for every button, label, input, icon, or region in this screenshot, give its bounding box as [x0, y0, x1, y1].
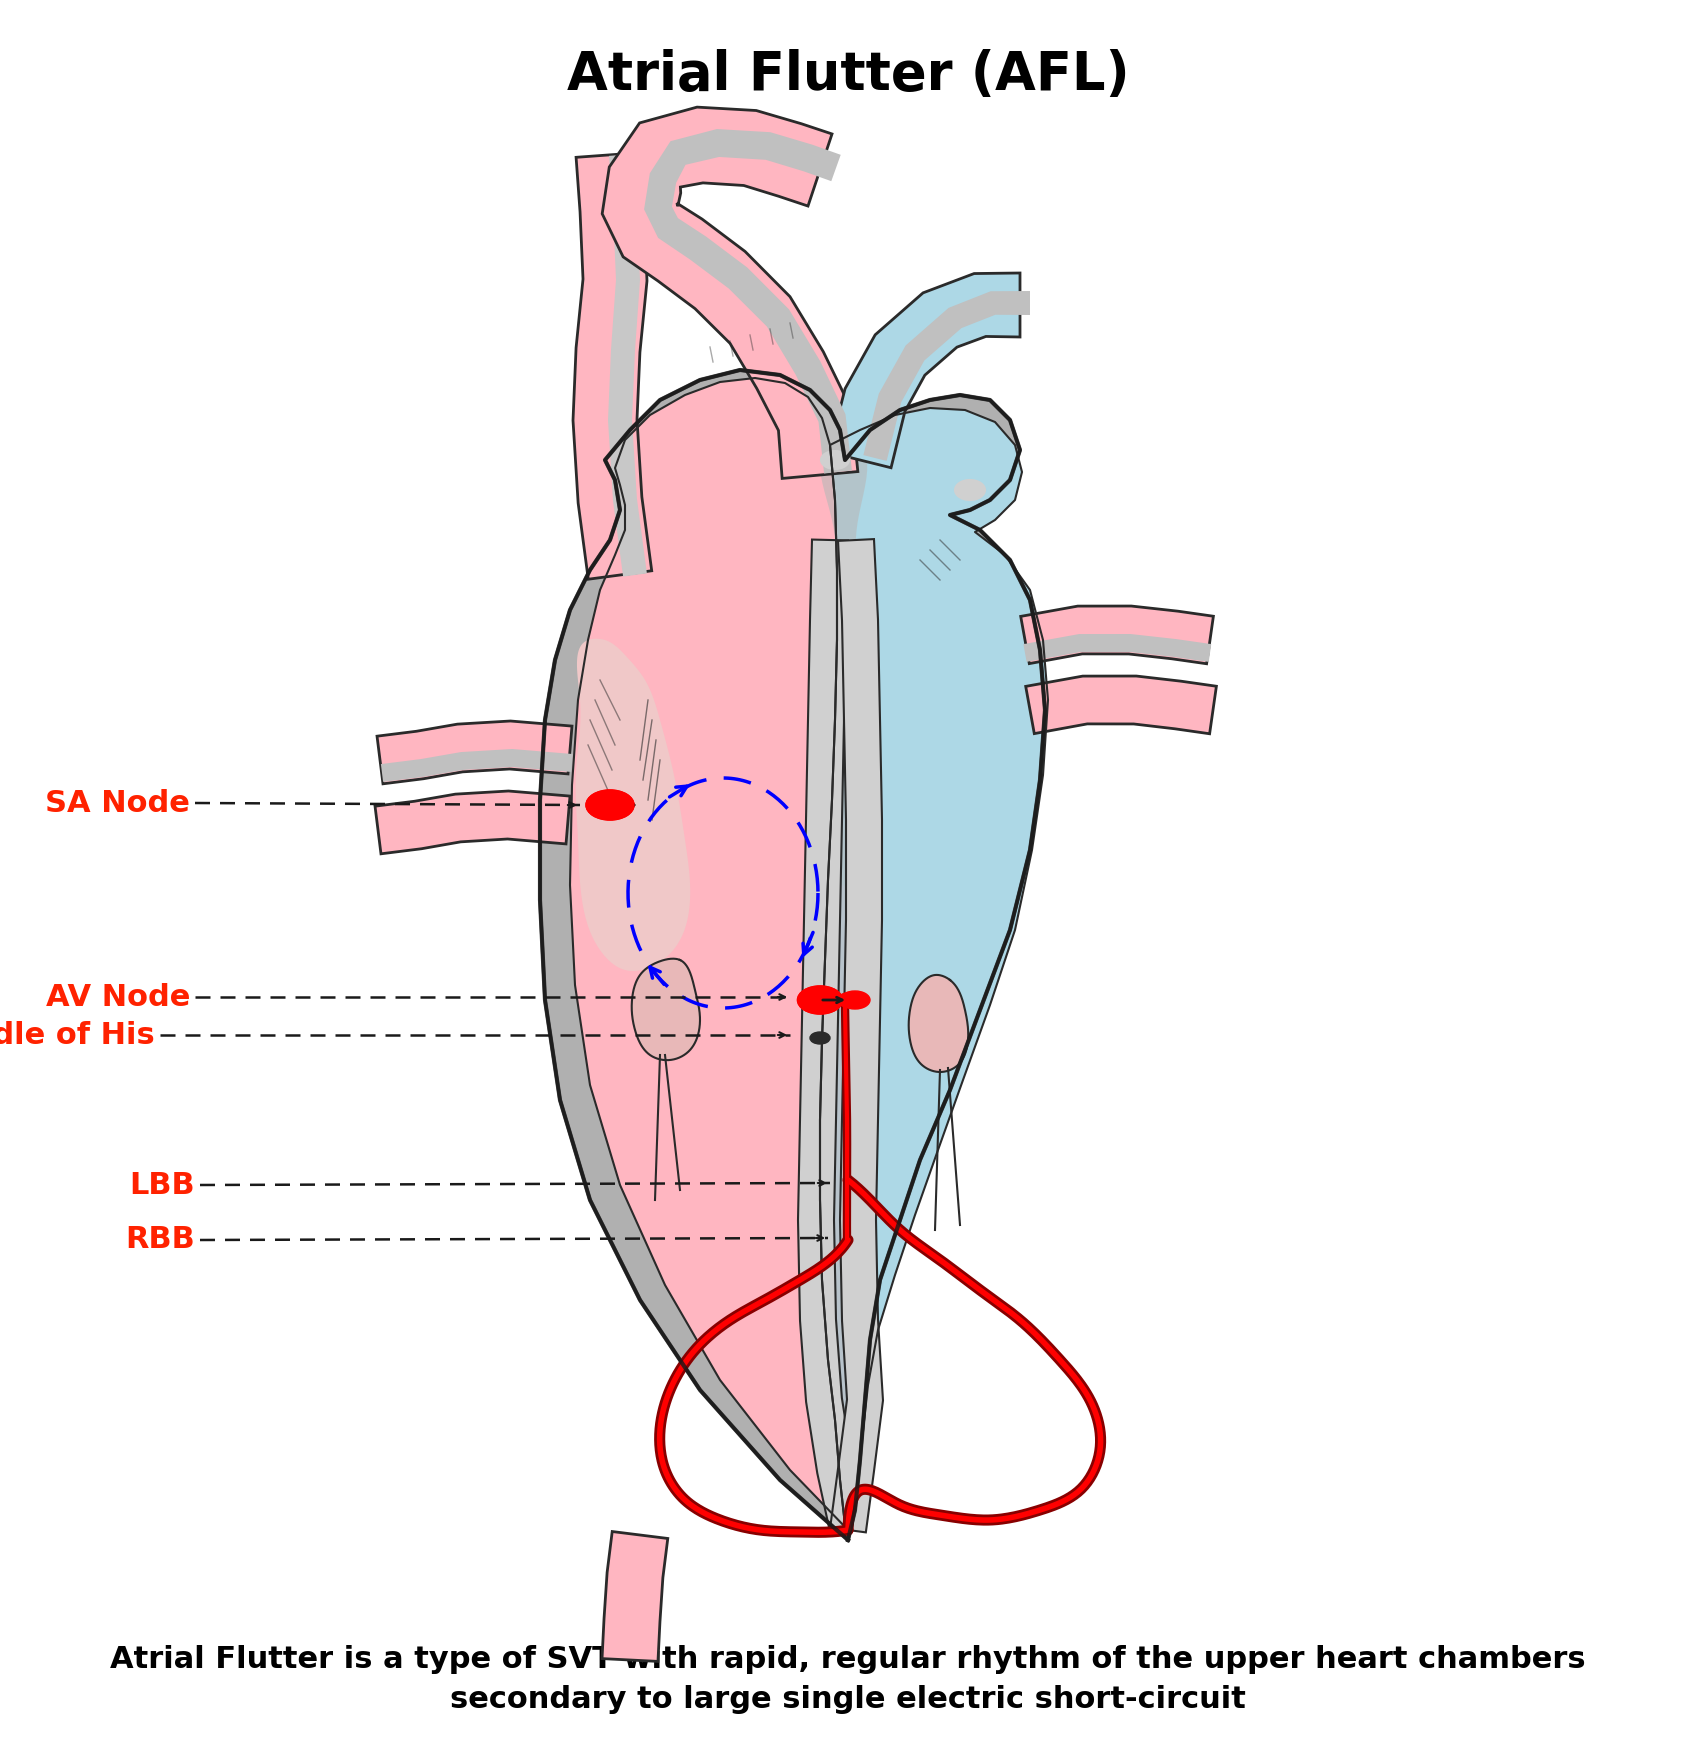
Polygon shape — [602, 106, 858, 479]
Polygon shape — [819, 408, 1048, 1529]
Polygon shape — [644, 129, 851, 474]
Polygon shape — [602, 1531, 668, 1662]
Polygon shape — [816, 880, 863, 1500]
Ellipse shape — [587, 791, 634, 820]
Polygon shape — [377, 721, 572, 784]
Polygon shape — [816, 442, 868, 1529]
Polygon shape — [1021, 606, 1213, 664]
Ellipse shape — [955, 481, 985, 500]
Text: AV Node: AV Node — [46, 982, 190, 1012]
Text: SA Node: SA Node — [46, 789, 190, 817]
Text: Atrial Flutter (AFL): Atrial Flutter (AFL) — [566, 49, 1130, 101]
Polygon shape — [909, 976, 968, 1071]
Ellipse shape — [797, 986, 843, 1014]
Ellipse shape — [587, 791, 634, 820]
Text: RBB: RBB — [126, 1226, 195, 1254]
Ellipse shape — [811, 1031, 829, 1043]
Polygon shape — [607, 153, 646, 577]
Polygon shape — [375, 791, 570, 854]
Polygon shape — [1023, 634, 1211, 662]
Polygon shape — [1026, 676, 1216, 733]
Ellipse shape — [840, 991, 870, 1009]
Polygon shape — [570, 378, 848, 1529]
Polygon shape — [382, 749, 573, 782]
Polygon shape — [799, 540, 865, 1533]
Ellipse shape — [838, 993, 863, 1007]
Polygon shape — [631, 958, 700, 1061]
Text: secondary to large single electric short-circuit: secondary to large single electric short… — [449, 1686, 1247, 1714]
Polygon shape — [829, 273, 1019, 469]
Polygon shape — [863, 291, 1029, 462]
Text: Bundle of His: Bundle of His — [0, 1021, 154, 1049]
Polygon shape — [573, 153, 651, 580]
Text: LBB: LBB — [129, 1171, 195, 1200]
Text: Atrial Flutter is a type of SVT with rapid, regular rhythm of the upper heart ch: Atrial Flutter is a type of SVT with rap… — [110, 1646, 1586, 1674]
Polygon shape — [575, 639, 690, 970]
Ellipse shape — [821, 451, 850, 469]
Polygon shape — [539, 369, 1045, 1540]
Polygon shape — [829, 538, 884, 1533]
Ellipse shape — [797, 986, 843, 1014]
